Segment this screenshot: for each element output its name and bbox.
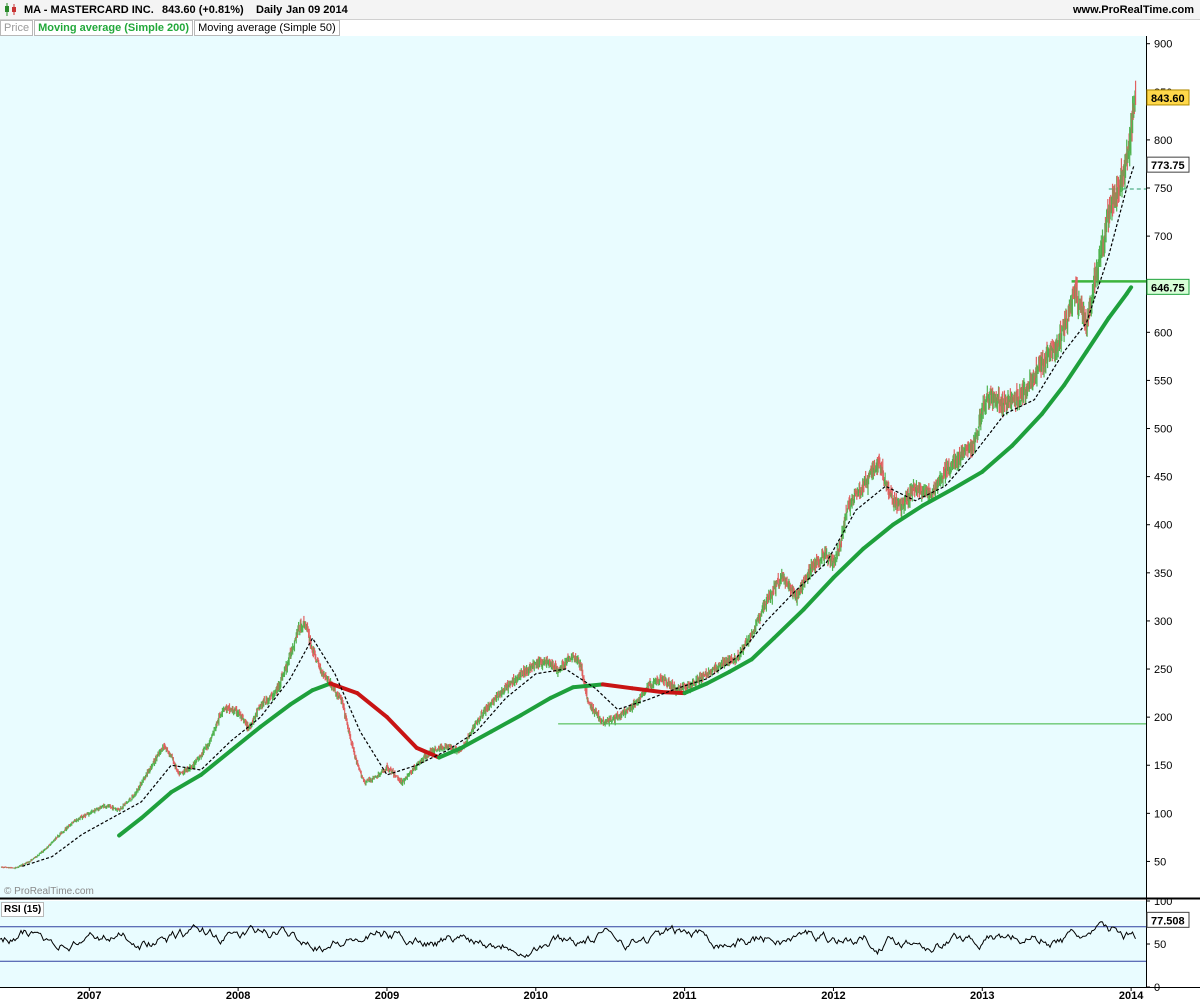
price-tag bbox=[1146, 278, 1190, 295]
price-tag-label: 773.75 bbox=[1151, 160, 1185, 172]
ma200-segment bbox=[920, 487, 955, 508]
ma200-segment bbox=[704, 669, 732, 686]
x-tick-label: 2012 bbox=[821, 990, 845, 1000]
price-tag-label: 646.75 bbox=[1151, 282, 1185, 294]
x-tick-label: 2008 bbox=[226, 990, 250, 1000]
ma200-segment bbox=[682, 681, 709, 696]
y-tick-label: 250 bbox=[1154, 664, 1172, 676]
chart-date: Jan 09 2014 bbox=[286, 4, 348, 16]
rsi-tick-label: 100 bbox=[1154, 896, 1172, 908]
ma200-segment bbox=[258, 702, 293, 729]
ma200-segment bbox=[459, 729, 494, 750]
right-axis-area bbox=[1146, 36, 1200, 1000]
ma200-segment bbox=[600, 682, 635, 691]
y-tick-label: 500 bbox=[1154, 424, 1172, 436]
site-link[interactable]: www.ProRealTime.com bbox=[1072, 4, 1194, 16]
rsi-panel-title: RSI (15) bbox=[1, 902, 45, 917]
ma200-segment bbox=[310, 681, 333, 693]
ma200-segment bbox=[1084, 315, 1111, 354]
ma200-segment bbox=[548, 685, 575, 700]
price-tag bbox=[1146, 89, 1190, 106]
rsi-value-label: 77.508 bbox=[1151, 915, 1185, 927]
candles-group bbox=[0, 80, 1137, 870]
ma200-segment bbox=[950, 469, 985, 492]
ma200-segment bbox=[228, 724, 263, 753]
y-tick-label: 600 bbox=[1154, 327, 1172, 339]
rsi-tick-label: 0 bbox=[1154, 982, 1160, 994]
y-tick-label: 300 bbox=[1154, 616, 1172, 628]
ma200-segment bbox=[771, 607, 806, 641]
last-quote: 843.60 (+0.81%) bbox=[162, 4, 244, 16]
y-tick-label: 450 bbox=[1154, 472, 1172, 484]
period-label: Daily bbox=[256, 4, 283, 16]
rsi-plot-area bbox=[0, 901, 1146, 987]
y-tick-label: 200 bbox=[1154, 712, 1172, 724]
rsi-line bbox=[0, 921, 1136, 959]
y-tick-label: 50 bbox=[1154, 856, 1166, 868]
legend-ma50[interactable]: Moving average (Simple 50) bbox=[194, 20, 340, 36]
ma200-segment bbox=[660, 690, 687, 696]
ma200-segment bbox=[891, 503, 925, 527]
x-tick-label: 2011 bbox=[673, 990, 697, 1000]
ma200-segment bbox=[727, 657, 754, 674]
time-axis-area bbox=[0, 987, 1200, 1000]
rsi-tick-label: 50 bbox=[1154, 939, 1166, 951]
ma200-segment bbox=[1106, 291, 1129, 320]
ma200-segment bbox=[1062, 349, 1089, 388]
ma200-segment bbox=[861, 522, 895, 551]
ma200-segment bbox=[385, 715, 419, 750]
instrument-title: MA - MASTERCARD INC. bbox=[24, 4, 154, 16]
ma200-segment bbox=[328, 681, 360, 696]
ma200-segment bbox=[288, 688, 315, 707]
price-tag bbox=[1146, 156, 1190, 173]
y-tick-label: 750 bbox=[1154, 183, 1172, 195]
x-tick-label: 2014 bbox=[1119, 990, 1144, 1000]
price-plot-area bbox=[0, 36, 1146, 898]
ma200-segment bbox=[980, 443, 1015, 474]
ma200-segment bbox=[198, 748, 233, 777]
ma200-segment bbox=[117, 816, 144, 838]
legend-price[interactable]: Price bbox=[0, 20, 34, 36]
legend-ma200[interactable]: Moving average (Simple 200) bbox=[34, 20, 194, 36]
y-tick-label: 900 bbox=[1154, 39, 1172, 51]
ma200-segment bbox=[1124, 285, 1134, 296]
ma200-segment bbox=[355, 691, 389, 720]
ma200-segment bbox=[437, 745, 464, 760]
y-tick-label: 700 bbox=[1154, 231, 1172, 243]
x-tick-label: 2010 bbox=[524, 990, 548, 1000]
y-tick-label: 150 bbox=[1154, 760, 1172, 772]
y-tick-label: 800 bbox=[1154, 135, 1172, 147]
y-tick-label: 400 bbox=[1154, 520, 1172, 532]
indicator-legend: Price Moving average (Simple 200) Moving… bbox=[0, 20, 341, 36]
ma50-line bbox=[22, 165, 1135, 867]
ma200-segment bbox=[169, 772, 203, 795]
rsi-value-tag bbox=[1146, 911, 1190, 928]
ma200-segment bbox=[571, 682, 605, 690]
ma200-segment bbox=[630, 686, 665, 695]
ma200-segment bbox=[801, 575, 836, 612]
copyright-note: © ProRealTime.com bbox=[4, 886, 94, 897]
x-tick-label: 2009 bbox=[375, 990, 399, 1000]
ma200-segment bbox=[518, 695, 553, 718]
ma200-segment bbox=[139, 790, 174, 821]
candlestick-icon bbox=[5, 3, 16, 16]
ma200-segment bbox=[749, 636, 776, 662]
x-tick-label: 2007 bbox=[77, 990, 101, 1000]
title-bar: MA - MASTERCARD INC. 843.60 (+0.81%) Dai… bbox=[0, 0, 1200, 20]
ma200-segment bbox=[1039, 383, 1067, 417]
y-tick-label: 350 bbox=[1154, 568, 1172, 580]
y-tick-label: 100 bbox=[1154, 808, 1172, 820]
ma200-segment bbox=[831, 546, 866, 580]
x-tick-label: 2013 bbox=[970, 990, 994, 1000]
ma200-segment bbox=[1010, 412, 1044, 448]
ma200-segment bbox=[489, 713, 523, 734]
price-tag-label: 843.60 bbox=[1151, 93, 1185, 105]
y-tick-label: 550 bbox=[1154, 375, 1172, 387]
